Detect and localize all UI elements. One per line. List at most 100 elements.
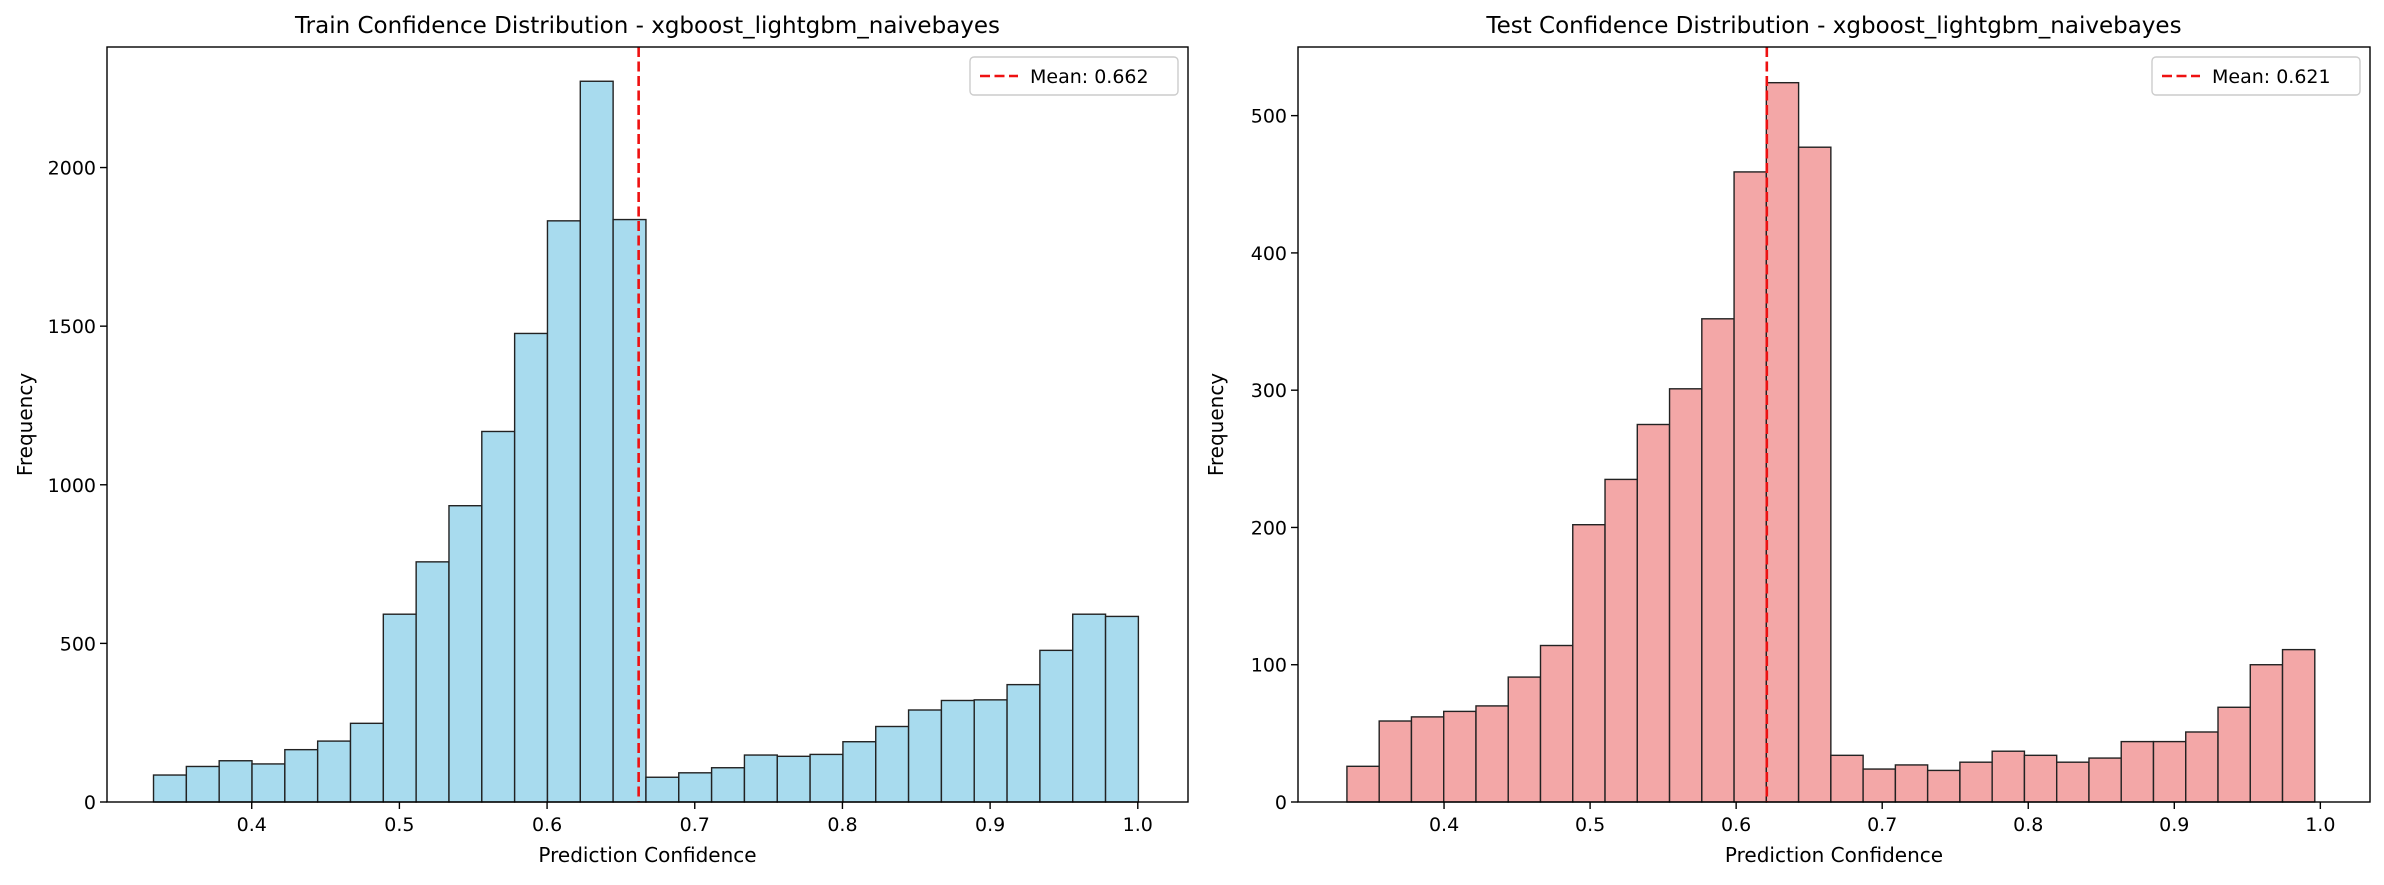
train-bar bbox=[218, 760, 253, 803]
test-x-tick-label: 0.5 bbox=[1575, 814, 1605, 836]
test-bar bbox=[1604, 478, 1638, 803]
train-y-tick-label: 1500 bbox=[48, 316, 96, 338]
test-bar bbox=[2249, 664, 2284, 803]
train-bar bbox=[645, 776, 680, 803]
test-y-tick-label: 200 bbox=[1251, 517, 1287, 539]
train-bar bbox=[875, 725, 910, 803]
train-y-axis-label: Frequency bbox=[13, 373, 37, 476]
test-x-tick-label: 0.7 bbox=[1867, 814, 1897, 836]
train-bar bbox=[316, 740, 352, 803]
train-legend: Mean: 0.662 bbox=[969, 56, 1179, 96]
test-bar bbox=[2120, 740, 2155, 803]
test-legend: Mean: 0.621 bbox=[2151, 56, 2361, 96]
train-bar bbox=[185, 765, 220, 803]
test-y-tick-label: 0 bbox=[1275, 792, 1287, 814]
test-bar bbox=[1410, 716, 1445, 803]
train-bar bbox=[513, 332, 549, 803]
train-y-tick-label: 1000 bbox=[48, 475, 96, 497]
test-axes-frame bbox=[1297, 46, 2371, 803]
test-bar bbox=[1507, 676, 1542, 803]
test-bar bbox=[1926, 769, 1961, 803]
train-x-tick-label: 0.4 bbox=[237, 814, 267, 836]
train-bar bbox=[940, 699, 975, 803]
test-legend-box bbox=[2151, 56, 2361, 96]
test-x-tick-label: 0.4 bbox=[1429, 814, 1459, 836]
train-x-tick-label: 0.5 bbox=[384, 814, 414, 836]
test-x-tick-label: 1.0 bbox=[2305, 814, 2335, 836]
train-bar bbox=[710, 767, 746, 803]
test-bar bbox=[1636, 423, 1671, 803]
test-bar bbox=[1539, 644, 1574, 803]
test-bar bbox=[2023, 754, 2058, 803]
train-bar bbox=[743, 754, 778, 803]
train-bar bbox=[382, 613, 417, 803]
train-axes-frame bbox=[106, 46, 1189, 803]
test-bar bbox=[1572, 524, 1606, 803]
test-bar bbox=[1378, 720, 1413, 803]
test-x-axis-label: Prediction Confidence bbox=[1725, 843, 1943, 867]
test-x-tick-label: 0.8 bbox=[2013, 814, 2043, 836]
test-bar bbox=[2217, 706, 2251, 803]
test-y-axis-label: Frequency bbox=[1204, 373, 1228, 476]
train-bar bbox=[481, 430, 516, 803]
train-bar bbox=[678, 772, 713, 803]
train-bar bbox=[1039, 649, 1074, 803]
train-bar bbox=[152, 774, 188, 803]
train-bar bbox=[612, 218, 647, 803]
train-bar bbox=[907, 709, 943, 803]
train-chart-title: Train Confidence Distribution - xgboost_… bbox=[294, 13, 1000, 39]
train-bar bbox=[415, 561, 450, 803]
test-bar bbox=[1668, 388, 1703, 803]
test-bar bbox=[2185, 731, 2219, 803]
test-bar bbox=[1797, 146, 1832, 803]
test-bar bbox=[1830, 754, 1864, 803]
test-bar bbox=[2281, 648, 2316, 803]
train-bar bbox=[1072, 613, 1107, 803]
train-legend-label: Mean: 0.662 bbox=[1030, 66, 1149, 88]
train-bar bbox=[349, 722, 385, 803]
train-bar bbox=[251, 763, 286, 803]
train-bar bbox=[284, 748, 319, 803]
test-bars bbox=[1346, 81, 2316, 803]
test-bar bbox=[1894, 764, 1929, 803]
test-bar bbox=[1959, 761, 1993, 803]
test-y-tick-label: 100 bbox=[1251, 655, 1287, 677]
test-bar bbox=[2152, 740, 2187, 803]
train-legend-box bbox=[969, 56, 1179, 96]
train-bar bbox=[809, 753, 844, 803]
train-bar bbox=[1006, 683, 1041, 803]
train-x-axis-label: Prediction Confidence bbox=[538, 843, 756, 867]
train-x-tick-label: 0.8 bbox=[827, 814, 857, 836]
test-bar bbox=[2055, 761, 2090, 803]
test-y-tick-label: 400 bbox=[1251, 243, 1287, 265]
train-bar bbox=[1104, 615, 1140, 803]
train-x-tick-label: 0.6 bbox=[532, 814, 562, 836]
test-bar bbox=[1862, 768, 1897, 803]
test-chart-title: Test Confidence Distribution - xgboost_l… bbox=[1485, 13, 2181, 39]
test-panel: 0.4 0.5 0.6 0.7 0.8 0.9 1.0 0 100 200 300 400 500 Tes… bbox=[1204, 13, 2371, 867]
test-bar bbox=[2088, 757, 2122, 803]
test-y-tick-label: 300 bbox=[1251, 380, 1287, 402]
train-bar bbox=[776, 755, 811, 803]
train-bars bbox=[152, 80, 1140, 803]
test-bar bbox=[1991, 750, 2026, 803]
test-bar bbox=[1346, 765, 1380, 803]
test-bar bbox=[1765, 81, 1800, 803]
train-bar bbox=[842, 741, 877, 803]
test-bar bbox=[1443, 710, 1477, 803]
test-x-tick-label: 0.6 bbox=[1721, 814, 1751, 836]
train-y-tick-label: 500 bbox=[60, 633, 96, 655]
train-y-tick-label: 0 bbox=[84, 792, 96, 814]
test-legend-label: Mean: 0.621 bbox=[2212, 66, 2331, 88]
train-x-tick-label: 0.9 bbox=[975, 814, 1005, 836]
train-x-tick-label: 1.0 bbox=[1123, 814, 1153, 836]
test-y-tick-label: 500 bbox=[1251, 106, 1287, 128]
test-x-tick-label: 0.9 bbox=[2159, 814, 2189, 836]
train-bar bbox=[579, 80, 614, 803]
train-bar bbox=[973, 699, 1008, 803]
train-y-tick-label: 2000 bbox=[48, 158, 96, 180]
train-bar bbox=[546, 220, 581, 803]
test-bar bbox=[1733, 171, 1768, 803]
